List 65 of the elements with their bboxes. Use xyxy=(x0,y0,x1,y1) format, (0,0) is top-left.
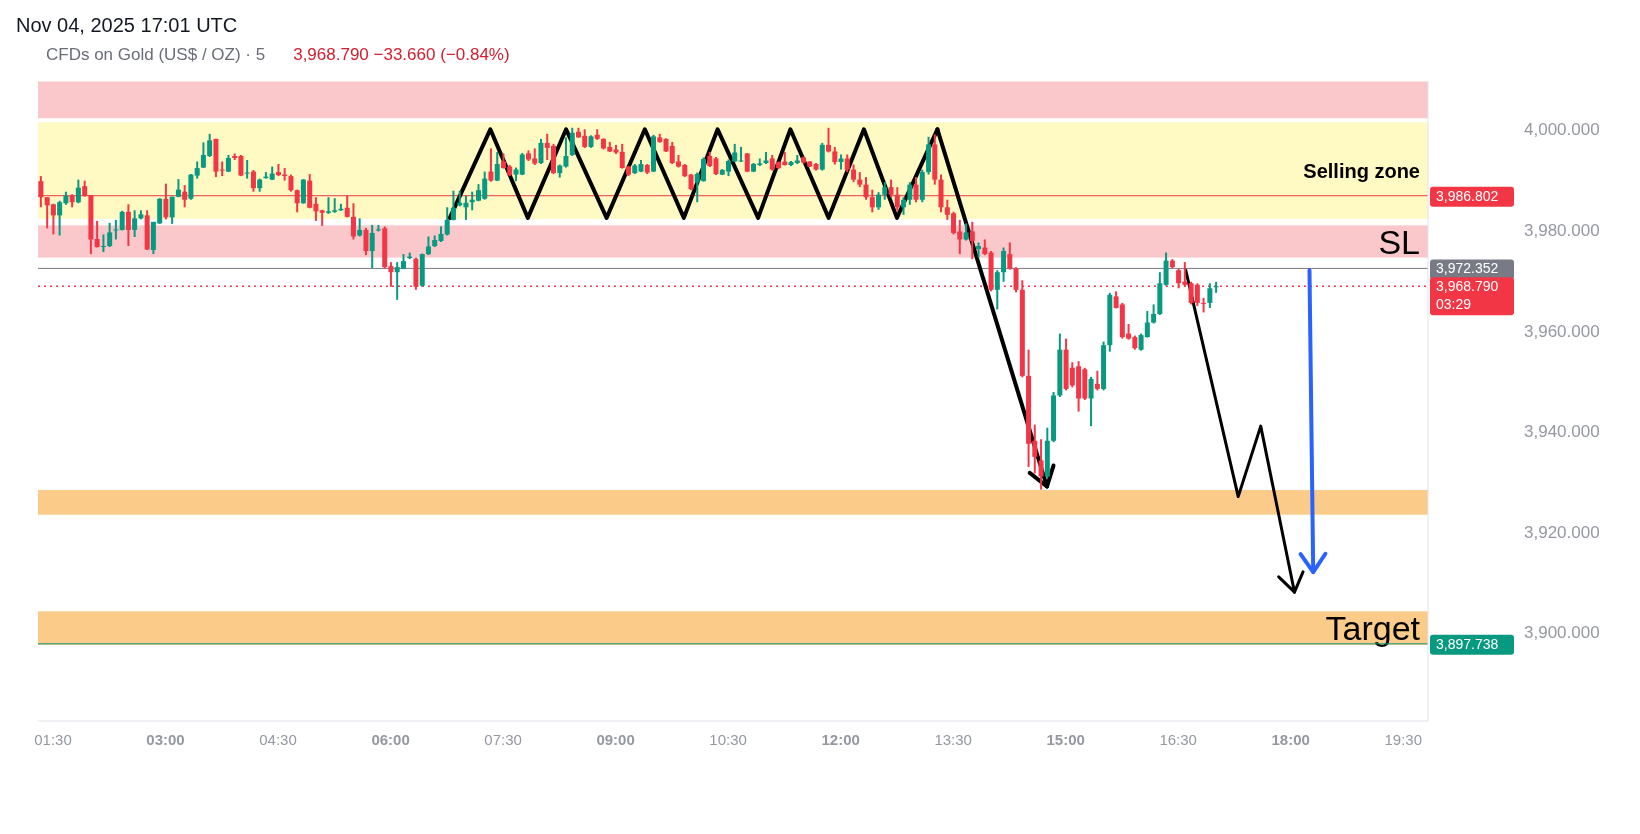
x-tick-label: 19:30 xyxy=(1384,731,1423,748)
candlestick xyxy=(1094,369,1100,392)
candlestick xyxy=(826,126,831,154)
candlestick xyxy=(969,220,975,261)
candlestick xyxy=(363,226,369,257)
y-tick-label: 4,000.000 xyxy=(1524,120,1600,140)
candlestick xyxy=(169,195,175,225)
candlestick xyxy=(300,178,306,205)
candlestick xyxy=(100,233,106,254)
candlestick xyxy=(569,126,575,157)
candlestick xyxy=(1151,303,1157,325)
x-tick-label: 03:00 xyxy=(146,731,185,748)
y-tick-label: 3,960.000 xyxy=(1524,321,1600,341)
x-tick-label: 10:30 xyxy=(709,731,747,748)
candlestick xyxy=(494,150,500,183)
candlestick xyxy=(369,223,375,270)
band-label: Target xyxy=(1325,609,1421,648)
candlestick xyxy=(1001,246,1007,283)
ref-line-label: 3,972.352 xyxy=(1436,260,1499,277)
x-tick-label: 13:30 xyxy=(934,731,972,748)
x-tick-label: 01:30 xyxy=(34,731,72,748)
x-tick-label: 09:00 xyxy=(596,731,635,748)
candlestick xyxy=(907,181,913,206)
x-tick-label: 07:30 xyxy=(484,731,522,748)
candlestick xyxy=(1013,266,1019,294)
candlestick xyxy=(1201,296,1207,314)
candlestick xyxy=(94,219,100,249)
candlestick xyxy=(425,235,431,257)
candlestick xyxy=(113,218,119,241)
candlestick xyxy=(1088,375,1094,428)
candlestick xyxy=(75,178,81,205)
ref-line-label: 3,968.790 03:29 xyxy=(1436,278,1499,313)
candlestick xyxy=(994,269,1000,311)
candlestick xyxy=(1213,280,1219,294)
candlestick xyxy=(350,202,356,241)
candlestick xyxy=(1038,438,1044,491)
band-label: Selling zone xyxy=(1303,159,1420,182)
candlestick xyxy=(244,158,250,180)
x-tick-label: 16:30 xyxy=(1159,731,1197,748)
candlestick xyxy=(1007,241,1013,271)
candlestick xyxy=(132,209,138,238)
candlestick xyxy=(125,203,131,248)
x-tick-label: 18:00 xyxy=(1271,731,1310,748)
y-tick-label: 3,940.000 xyxy=(1524,422,1600,442)
candlestick xyxy=(488,147,494,183)
candlestick xyxy=(538,137,544,166)
ref-line-label: 3,986.802 xyxy=(1436,187,1499,204)
x-tick-label: 06:00 xyxy=(371,731,410,748)
candlestick xyxy=(107,221,113,249)
candlestick xyxy=(1207,282,1213,309)
band-label: SL xyxy=(1378,222,1420,261)
candlestick xyxy=(450,189,456,222)
y-tick-label: 3,980.000 xyxy=(1524,220,1600,240)
candlestick xyxy=(250,169,256,193)
y-tick-label: 3,920.000 xyxy=(1524,522,1600,542)
text: 3,968.790 −33.660 (−0.84%) xyxy=(293,45,510,64)
text: CFDs on Gold (US$ / OZ) · 5 xyxy=(46,45,266,64)
candlestick xyxy=(219,160,225,178)
x-tick-label: 12:00 xyxy=(821,731,860,748)
chart-title: Nov 04, 2025 17:01 UTC xyxy=(15,13,239,38)
x-tick-label: 15:00 xyxy=(1046,731,1085,748)
y-tick-label: 3,900.000 xyxy=(1524,623,1600,643)
x-tick-label: 04:30 xyxy=(259,731,297,748)
ref-line-label: 3,897.738 xyxy=(1436,635,1499,652)
candlestick xyxy=(444,206,450,237)
